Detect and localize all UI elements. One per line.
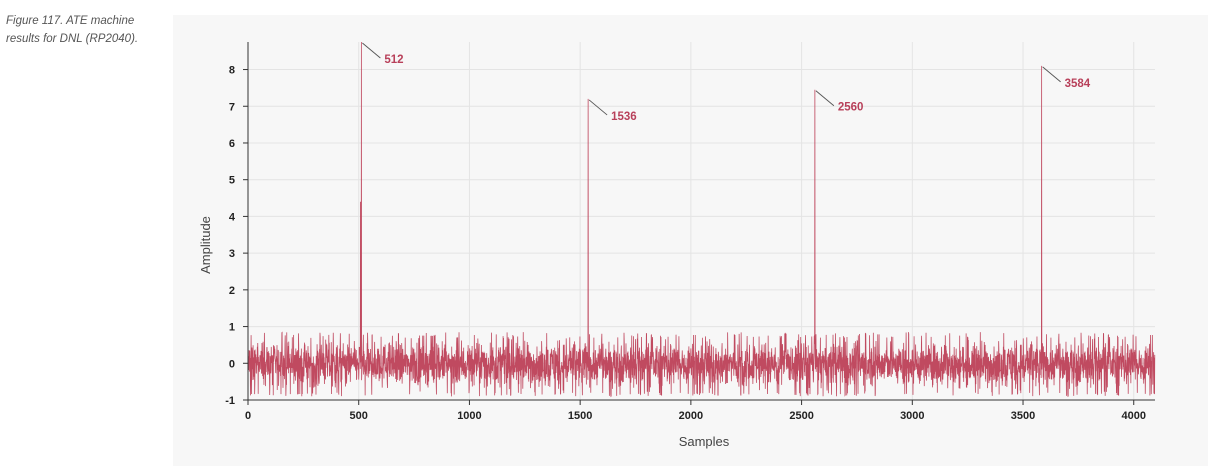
figure-caption: Figure 117. ATE machine results for DNL … [6, 15, 139, 45]
x-tick-label: 1500 [568, 410, 592, 422]
y-axis-label: Amplitude [198, 216, 213, 274]
x-tick-label: 4000 [1122, 410, 1146, 422]
y-tick-label: 4 [229, 211, 236, 223]
annotation-label: 2560 [838, 102, 864, 114]
y-tick-label: -1 [225, 395, 235, 407]
x-tick-label: 2000 [679, 410, 703, 422]
x-tick-label: 3000 [900, 410, 924, 422]
signal-line [247, 41, 1156, 398]
y-tick-label: 3 [229, 248, 235, 260]
x-axis-label: Samples [679, 434, 730, 449]
annotation-label: 512 [384, 54, 403, 66]
x-tick-label: 500 [350, 410, 368, 422]
axes: 0 500 1000 1500 2000 2500 3000 3500 4000 -1 0 1 2 3 4 5… [225, 42, 1155, 422]
signal-series [247, 41, 1156, 398]
y-tick-label: 7 [229, 101, 235, 113]
y-tick-label: 1 [229, 322, 235, 334]
dnl-chart: 0 500 1000 1500 2000 2500 3000 3500 4000 -1 0 1 2 3 4 5… [198, 41, 1156, 449]
annotation-label: 1536 [611, 111, 637, 123]
y-tick-label: 6 [229, 138, 235, 150]
y-tick-label: 0 [229, 358, 235, 370]
y-tick-label: 8 [229, 65, 235, 77]
annotation-leader [362, 42, 381, 59]
x-tick-label: 0 [245, 410, 251, 422]
chart-panel: 0 500 1000 1500 2000 2500 3000 3500 4000 -1 0 1 2 3 4 5… [173, 15, 1208, 466]
x-tick-label: 1000 [457, 410, 481, 422]
annotation-leader [1042, 66, 1061, 83]
y-tick-label: 5 [229, 175, 235, 187]
annotation-leader [815, 90, 835, 107]
x-tick-label: 3500 [1011, 410, 1035, 422]
annotations: 512 1536 2560 3584 [362, 42, 1091, 123]
annotation-leader [588, 99, 608, 116]
y-tick-label: 2 [229, 285, 235, 297]
annotation-label: 3584 [1065, 78, 1091, 90]
x-tick-label: 2500 [789, 410, 813, 422]
